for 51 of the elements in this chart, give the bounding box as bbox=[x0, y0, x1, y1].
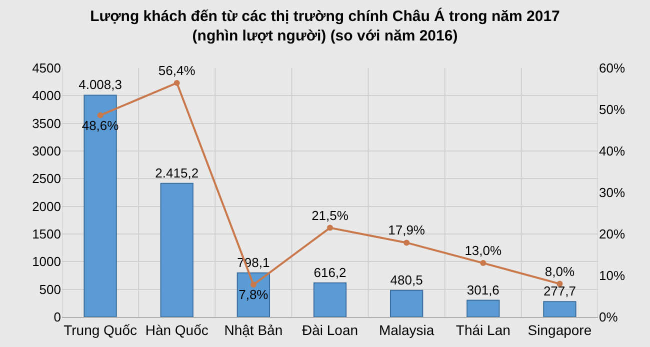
y-tick-label: 4000 bbox=[32, 88, 61, 104]
bar bbox=[390, 290, 424, 317]
x-tick-label: Singapore bbox=[528, 322, 592, 338]
x-tick-label: Nhật Bản bbox=[224, 322, 283, 338]
y-tick-label: 500 bbox=[39, 282, 61, 297]
bar bbox=[236, 272, 270, 317]
x-tick-label: Hàn Quốc bbox=[145, 322, 208, 338]
y2-tick-label: 0% bbox=[599, 310, 618, 325]
data-label: 616,2 bbox=[314, 264, 346, 280]
y2-tick-label: 50% bbox=[599, 102, 626, 118]
data-label: 4.008,3 bbox=[78, 77, 122, 92]
data-label: 8,0% bbox=[544, 264, 575, 279]
x-tick-label: Malaysia bbox=[378, 322, 434, 338]
y-tick-label: 3000 bbox=[32, 144, 61, 159]
point bbox=[404, 240, 410, 246]
y-tick-label: 0 bbox=[54, 310, 61, 325]
y-tick-label: 2500 bbox=[32, 171, 61, 186]
data-label: 277,7 bbox=[543, 284, 576, 299]
y2-tick-label: 10% bbox=[599, 268, 626, 284]
data-label: 56,4% bbox=[158, 62, 196, 78]
point bbox=[480, 260, 486, 266]
point bbox=[327, 224, 333, 231]
bar bbox=[160, 182, 194, 317]
data-label: 480,5 bbox=[390, 272, 423, 288]
point bbox=[250, 282, 256, 288]
x-tick-label: Trung Quốc bbox=[64, 322, 137, 338]
chart-title: Lượng khách đến từ các thị trường chính Châu Á trong năm 2017 (nghìn lượt người) (so với năm 2016) bbox=[90, 6, 560, 44]
y2-tick-label: 30% bbox=[599, 185, 626, 200]
data-label: 13,0% bbox=[464, 243, 502, 258]
y-tick-label: 1500 bbox=[32, 226, 61, 242]
point bbox=[97, 112, 104, 118]
y-tick-label: 4500 bbox=[32, 60, 61, 76]
y-tick-label: 2000 bbox=[32, 198, 61, 214]
y2-tick-label: 40% bbox=[599, 144, 626, 159]
data-label: 2.415,2 bbox=[155, 165, 199, 180]
bar bbox=[84, 94, 117, 317]
bar bbox=[466, 300, 500, 317]
point bbox=[174, 80, 180, 86]
y2-tick-label: 20% bbox=[599, 226, 626, 242]
bar bbox=[313, 282, 347, 317]
data-label: 301,6 bbox=[466, 282, 500, 298]
x-tick-label: Thái Lan bbox=[456, 322, 510, 338]
bar bbox=[543, 301, 576, 317]
x-tick-label: Đài Loan bbox=[302, 322, 358, 338]
data-label: 48,6% bbox=[82, 118, 120, 133]
y2-tick-label: 60% bbox=[599, 60, 626, 76]
data-label: 7,8% bbox=[238, 287, 269, 302]
y-tick-label: 1000 bbox=[32, 254, 61, 270]
data-label: 17,9% bbox=[388, 222, 426, 238]
data-label: 21,5% bbox=[312, 208, 349, 223]
y-tick-label: 3500 bbox=[32, 116, 61, 131]
